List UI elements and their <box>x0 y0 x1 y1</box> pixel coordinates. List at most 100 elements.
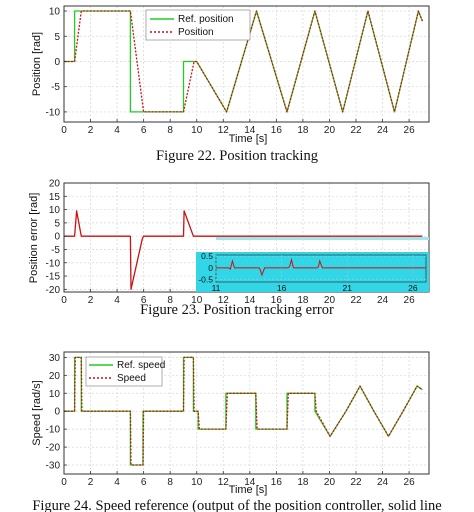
y-tick-label: -5 <box>51 82 60 93</box>
x-tick-label: 18 <box>297 477 309 488</box>
x-tick-label: 14 <box>244 295 256 306</box>
inset-x-tick-label: 11 <box>212 283 221 293</box>
legend-position-label: Position <box>178 27 214 38</box>
x-tick-label: 0 <box>61 295 67 306</box>
legend-ref-position-label: Ref. position <box>178 14 234 25</box>
y-tick-label: -5 <box>51 245 60 256</box>
position-error-y-axis-label: Position error [rad] <box>28 193 40 283</box>
x-tick-label: 10 <box>191 295 203 306</box>
position-error-chart-series <box>64 210 423 290</box>
x-tick-label: 8 <box>167 125 173 136</box>
x-tick-label: 20 <box>324 295 336 306</box>
y-tick-label: -20 <box>46 443 61 454</box>
x-tick-label: 16 <box>271 477 283 488</box>
y-tick-label: 30 <box>49 353 61 364</box>
x-tick-label: 24 <box>377 295 389 306</box>
y-tick-label: 5 <box>54 218 60 229</box>
y-tick-label: -10 <box>46 107 61 118</box>
speed-chart-x-ticks: 0 2 4 6 8 10 12 14 16 18 20 22 24 26 <box>61 471 415 488</box>
x-tick-label: 26 <box>404 295 416 306</box>
x-tick-label: 26 <box>404 125 416 136</box>
inset-series <box>216 257 426 277</box>
inset-x-ticks: 11 16 21 26 <box>212 283 418 293</box>
x-tick-label: 2 <box>88 125 94 136</box>
series-line-error <box>64 210 423 290</box>
position-chart-y-ticks: 10 5 0 -5 -10 <box>46 7 67 118</box>
legend-ref-speed-label: Ref. speed <box>117 360 165 371</box>
x-tick-label: 24 <box>377 125 389 136</box>
y-tick-label: 0 <box>54 407 60 418</box>
x-tick-label: 24 <box>377 477 389 488</box>
x-tick-label: 4 <box>114 125 120 136</box>
x-tick-label: 22 <box>350 477 362 488</box>
y-tick-label: 15 <box>49 192 61 203</box>
inset-y-tick-label: 0.5 <box>201 251 213 261</box>
x-tick-label: 14 <box>244 125 256 136</box>
legend-speed-label: Speed <box>117 373 146 384</box>
x-tick-label: 12 <box>218 125 230 136</box>
y-tick-label: 10 <box>49 7 61 18</box>
inset-grid <box>215 255 426 282</box>
position-chart-series <box>64 10 424 113</box>
position-error-chart-x-ticks: 0 2 4 6 8 10 12 14 16 18 20 22 24 26 <box>61 289 415 306</box>
x-tick-label: 6 <box>141 477 147 488</box>
y-tick-label: -30 <box>46 461 61 472</box>
series-line-speed <box>64 356 423 466</box>
x-tick-label: 18 <box>297 125 309 136</box>
speed-y-axis-label: Speed [rad/s] <box>31 380 43 445</box>
inset-y-tick-label: 0 <box>208 263 213 273</box>
inset-x-tick-label: 26 <box>408 283 418 293</box>
x-tick-label: 8 <box>167 295 173 306</box>
speed-chart-y-ticks: 30 20 10 0 -10 -20 -30 <box>46 353 67 472</box>
x-tick-label: 2 <box>88 477 94 488</box>
x-tick-label: 16 <box>271 295 283 306</box>
x-tick-label: 20 <box>324 477 336 488</box>
inset-background <box>196 252 429 292</box>
figure-22-caption: Figure 22. Position tracking <box>156 148 318 164</box>
speed-legend: Ref. speed Speed <box>85 356 165 387</box>
y-tick-label: 0 <box>54 57 60 68</box>
inset-connector <box>216 237 274 240</box>
y-tick-label: 5 <box>54 32 60 43</box>
position-error-chart-y-ticks: 20 15 10 5 0 -5 -10 -15 -20 <box>46 179 67 296</box>
x-tick-label: 10 <box>191 125 203 136</box>
position-chart-x-ticks: 0 2 4 6 8 10 12 14 16 18 20 22 24 26 <box>61 119 415 136</box>
inset-y-tick-label: -0.5 <box>198 275 213 285</box>
x-tick-label: 22 <box>350 125 362 136</box>
x-tick-label: 26 <box>404 477 416 488</box>
y-tick-label: 10 <box>49 389 61 400</box>
speed-chart-series <box>64 356 423 466</box>
inset-x-tick-label: 21 <box>343 283 353 293</box>
y-tick-label: 20 <box>49 179 61 190</box>
inset-x-tick-label: 16 <box>277 283 287 293</box>
x-tick-label: 22 <box>350 295 362 306</box>
x-tick-label: 20 <box>324 125 336 136</box>
position-legend: Ref. position Position <box>145 9 251 41</box>
speed-plot-frame <box>63 351 430 475</box>
x-tick-label: 6 <box>141 125 147 136</box>
position-y-axis-label: Position [rad] <box>31 32 43 96</box>
position-plot-frame <box>63 5 430 123</box>
position-x-axis-label: Time [s] <box>229 133 268 145</box>
figure-24-caption: Figure 24. Speed reference (output of th… <box>32 498 441 512</box>
inset-y-ticks: 0.5 0 -0.5 <box>198 251 213 284</box>
x-tick-label: 6 <box>141 295 147 306</box>
y-tick-label: -10 <box>46 425 61 436</box>
x-tick-label: 14 <box>244 477 256 488</box>
speed-chart: 0 2 4 6 8 10 12 14 16 18 20 22 24 26 3020100-10-20-30… <box>31 351 442 512</box>
series-line-position <box>64 10 424 113</box>
x-tick-label: 16 <box>271 125 283 136</box>
x-tick-label: 8 <box>167 477 173 488</box>
x-tick-label: 4 <box>114 295 120 306</box>
y-tick-label: -20 <box>46 285 61 296</box>
x-tick-label: 4 <box>114 477 120 488</box>
x-tick-label: 2 <box>88 295 94 306</box>
x-tick-label: 0 <box>61 125 67 136</box>
x-tick-label: 0 <box>61 477 67 488</box>
y-tick-label: -15 <box>46 272 61 283</box>
y-tick-label: 10 <box>49 205 61 216</box>
inset-zoom-band <box>274 237 429 240</box>
speed-x-axis-label: Time [s] <box>229 484 268 496</box>
